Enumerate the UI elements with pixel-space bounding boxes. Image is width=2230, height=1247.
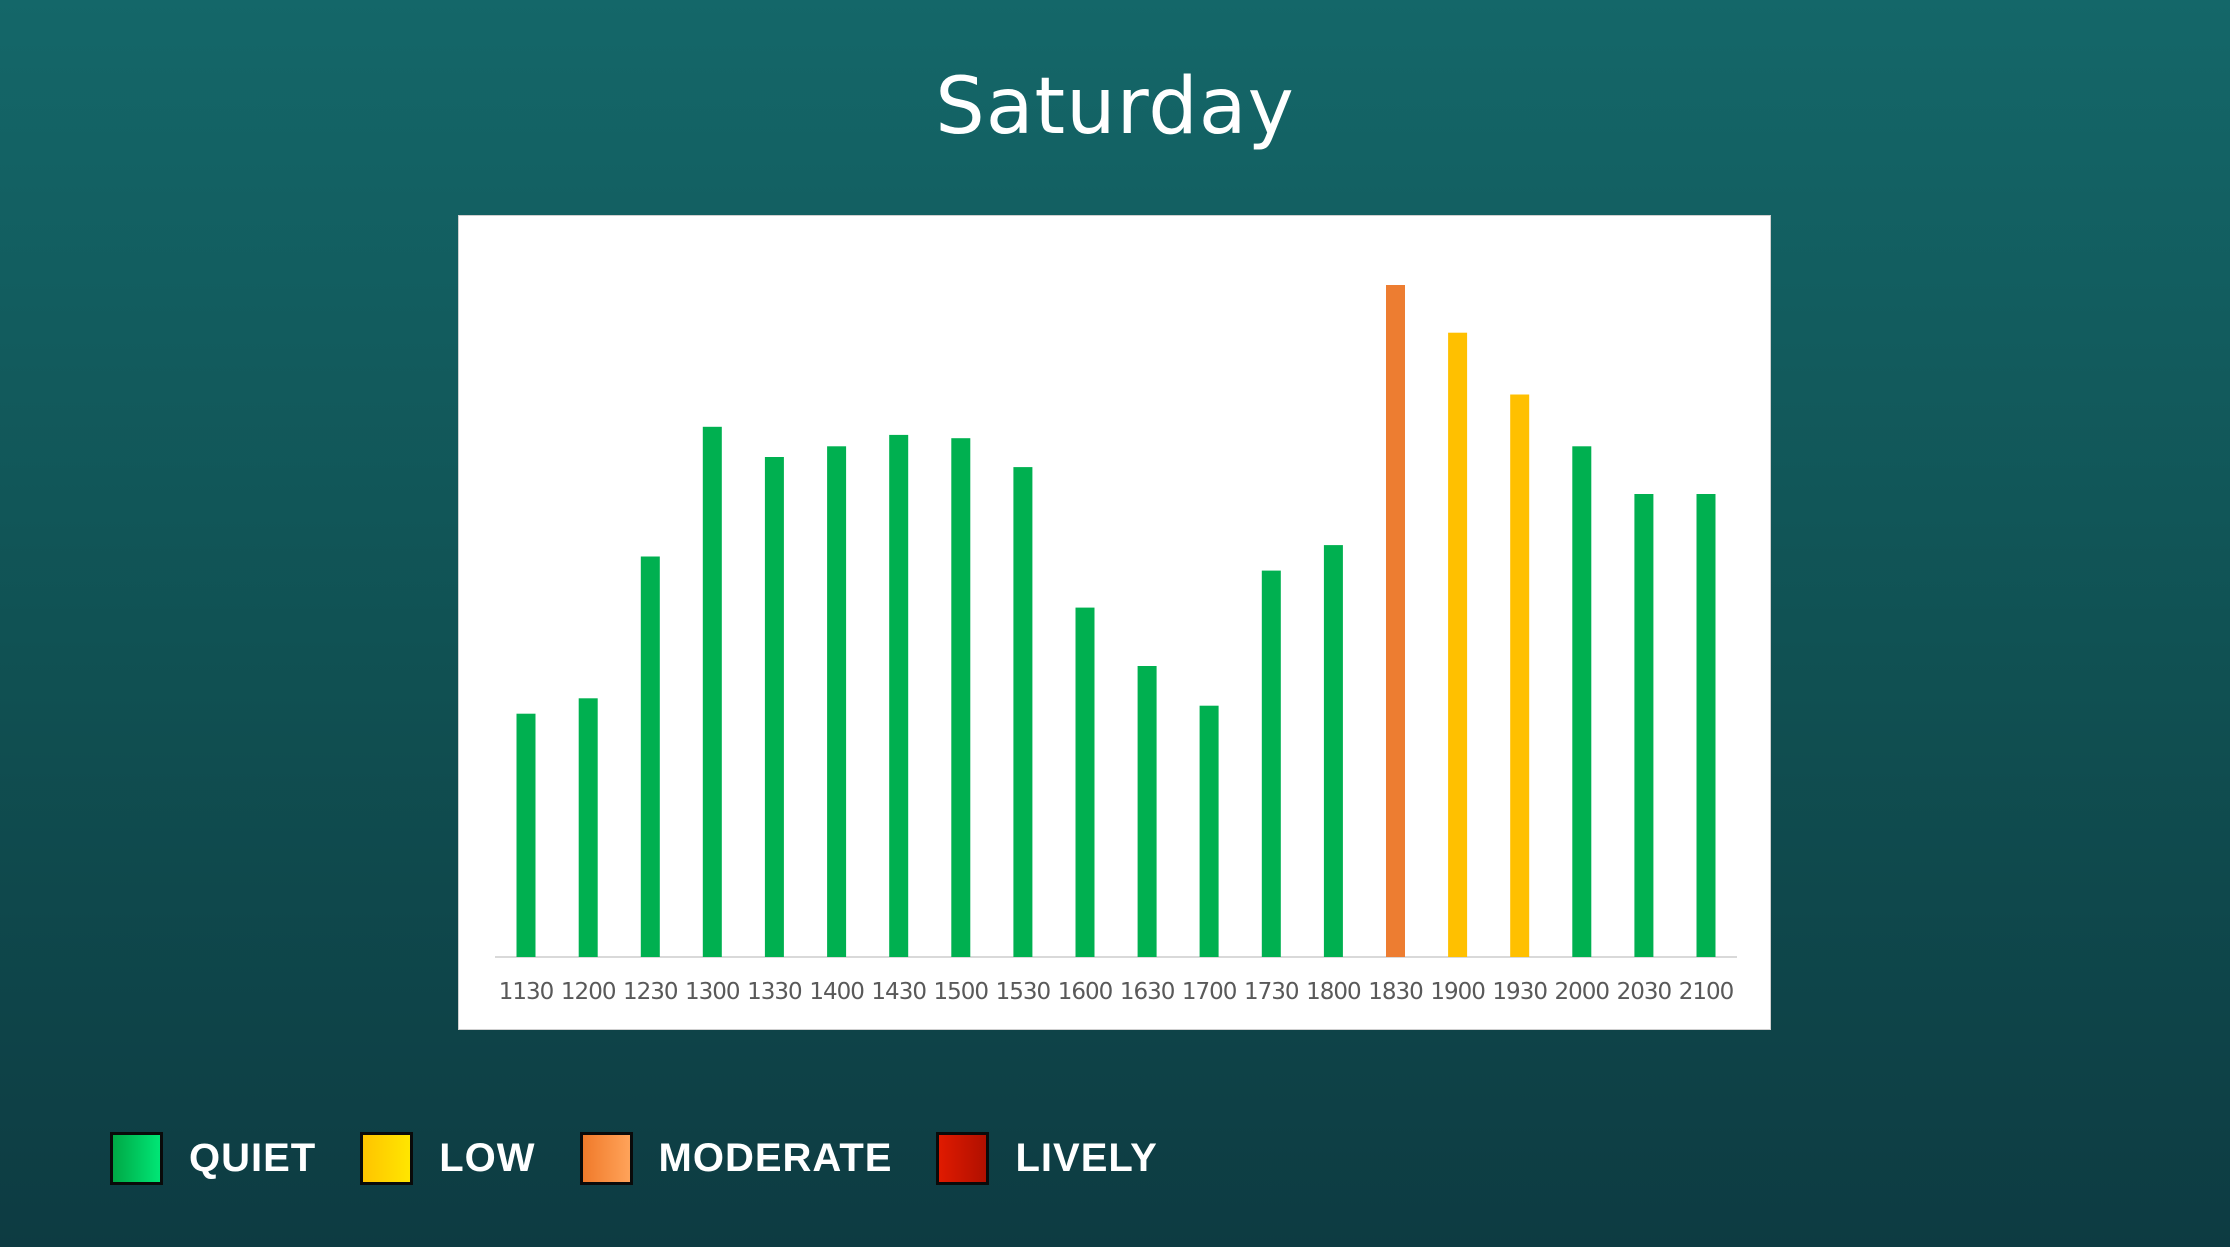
legend: QUIET LOW MODERATE LIVELY xyxy=(110,1128,1202,1188)
bar-1200 xyxy=(578,698,598,957)
x-tick-label-1830: 1830 xyxy=(1368,979,1423,1005)
legend-item-moderate: MODERATE xyxy=(579,1131,893,1185)
x-tick-label-1600: 1600 xyxy=(1058,979,1113,1005)
legend-label-low: LOW xyxy=(439,1135,536,1180)
x-tick-label-2000: 2000 xyxy=(1555,979,1610,1005)
legend-swatch-low xyxy=(360,1131,414,1185)
bar-1630 xyxy=(1137,666,1157,957)
x-tick-label-1200: 1200 xyxy=(561,979,616,1005)
x-tick-label-1430: 1430 xyxy=(871,979,926,1005)
legend-item-lively: LIVELY xyxy=(936,1131,1158,1185)
x-tick-label-1930: 1930 xyxy=(1492,979,1547,1005)
bar-2030 xyxy=(1634,494,1654,957)
x-tick-label-1800: 1800 xyxy=(1306,979,1361,1005)
bar-1930 xyxy=(1510,394,1530,957)
bar-1300 xyxy=(702,426,722,957)
bar-2100 xyxy=(1696,494,1716,957)
x-tick-label-1130: 1130 xyxy=(499,979,554,1005)
legend-label-moderate: MODERATE xyxy=(658,1135,893,1180)
x-tick-label-1300: 1300 xyxy=(685,979,740,1005)
bar-1830 xyxy=(1386,285,1405,957)
x-tick-label-1530: 1530 xyxy=(996,979,1051,1005)
bar-1600 xyxy=(1075,607,1095,957)
bar-1130 xyxy=(516,713,536,957)
bar-1430 xyxy=(889,434,909,957)
chart-panel: 1130 1200 1230 1300 1330 1400 1430 1500 1530 1600… xyxy=(458,215,1771,1030)
bar-1400 xyxy=(827,446,847,957)
bar-1230 xyxy=(640,556,660,957)
bar-1730 xyxy=(1261,570,1281,957)
x-tick-label-2100: 2100 xyxy=(1679,979,1734,1005)
x-tick-label-2030: 2030 xyxy=(1617,979,1672,1005)
legend-item-low: LOW xyxy=(360,1131,536,1185)
bar-1500 xyxy=(951,438,971,957)
bar-1700 xyxy=(1199,705,1219,957)
x-tick-label-1400: 1400 xyxy=(809,979,864,1005)
bar-chart: 1130 1200 1230 1300 1330 1400 1430 1500 1530 1600… xyxy=(495,285,1737,1005)
bar-2000 xyxy=(1572,446,1592,957)
legend-item-quiet: QUIET xyxy=(110,1131,317,1185)
x-tick-label-1730: 1730 xyxy=(1244,979,1299,1005)
bar-1330 xyxy=(764,457,784,957)
bar-1800 xyxy=(1323,545,1343,957)
x-tick-label-1330: 1330 xyxy=(747,979,802,1005)
x-tick-label-1700: 1700 xyxy=(1182,979,1237,1005)
legend-label-quiet: QUIET xyxy=(189,1135,317,1180)
x-tick-label-1500: 1500 xyxy=(934,979,989,1005)
chart-title: Saturday xyxy=(935,62,1295,152)
x-tick-label-1630: 1630 xyxy=(1120,979,1175,1005)
legend-swatch-moderate xyxy=(579,1131,633,1185)
legend-swatch-lively xyxy=(936,1131,990,1185)
legend-label-lively: LIVELY xyxy=(1015,1135,1158,1180)
bar-1900 xyxy=(1448,332,1468,957)
x-tick-label-1230: 1230 xyxy=(623,979,678,1005)
bar-1530 xyxy=(1013,467,1033,957)
x-tick-label-1900: 1900 xyxy=(1430,979,1485,1005)
legend-swatch-quiet xyxy=(110,1131,163,1185)
